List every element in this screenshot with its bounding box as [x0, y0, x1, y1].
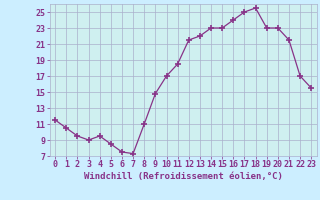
- X-axis label: Windchill (Refroidissement éolien,°C): Windchill (Refroidissement éolien,°C): [84, 172, 283, 181]
